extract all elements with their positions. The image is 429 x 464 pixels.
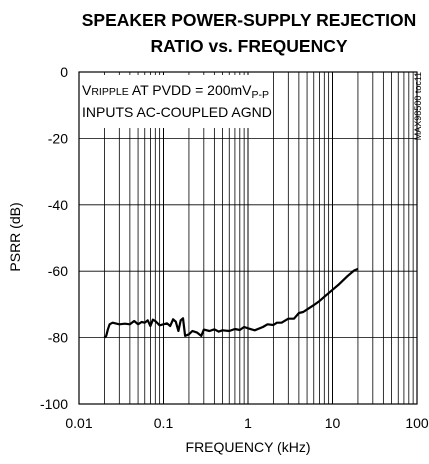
y-tick-label: -40 <box>48 197 68 213</box>
grid-lines <box>79 72 417 404</box>
x-axis-label: FREQUENCY (kHz) <box>186 439 311 455</box>
y-axis-label: PSRR (dB) <box>7 202 23 271</box>
y-tick-label: -80 <box>48 330 68 346</box>
plot-frame <box>78 71 418 405</box>
y-tick-label: -20 <box>48 130 68 146</box>
y-tick-label: 0 <box>60 64 68 80</box>
y-tick-labels: 0 -20 -40 -60 -80 -100 <box>40 64 68 412</box>
side-label: MAX98500 toc11 <box>413 72 423 140</box>
x-tick-label: 1 <box>244 415 252 431</box>
chart-title-line1: SPEAKER POWER-SUPPLY REJECTION <box>82 10 417 30</box>
psrr-series-line <box>103 267 359 339</box>
y-tick-label: -100 <box>40 396 68 412</box>
x-tick-label: 0.01 <box>65 415 92 431</box>
x-tick-label: 0.1 <box>154 415 174 431</box>
annotation-backdrop <box>80 75 269 128</box>
series-group <box>103 267 359 339</box>
annotation-line2: INPUTS AC-COUPLED AGND <box>82 104 272 120</box>
annotation-line1: VRIPPLE AT PVDD = 200mVP-P <box>82 82 269 101</box>
x-tick-labels: 0.01 0.1 1 10 100 <box>65 415 429 431</box>
y-tick-label: -60 <box>48 263 68 279</box>
chart-title-line2: RATIO vs. FREQUENCY <box>150 36 347 56</box>
x-tick-label: 10 <box>325 415 341 431</box>
x-tick-label: 100 <box>405 415 429 431</box>
